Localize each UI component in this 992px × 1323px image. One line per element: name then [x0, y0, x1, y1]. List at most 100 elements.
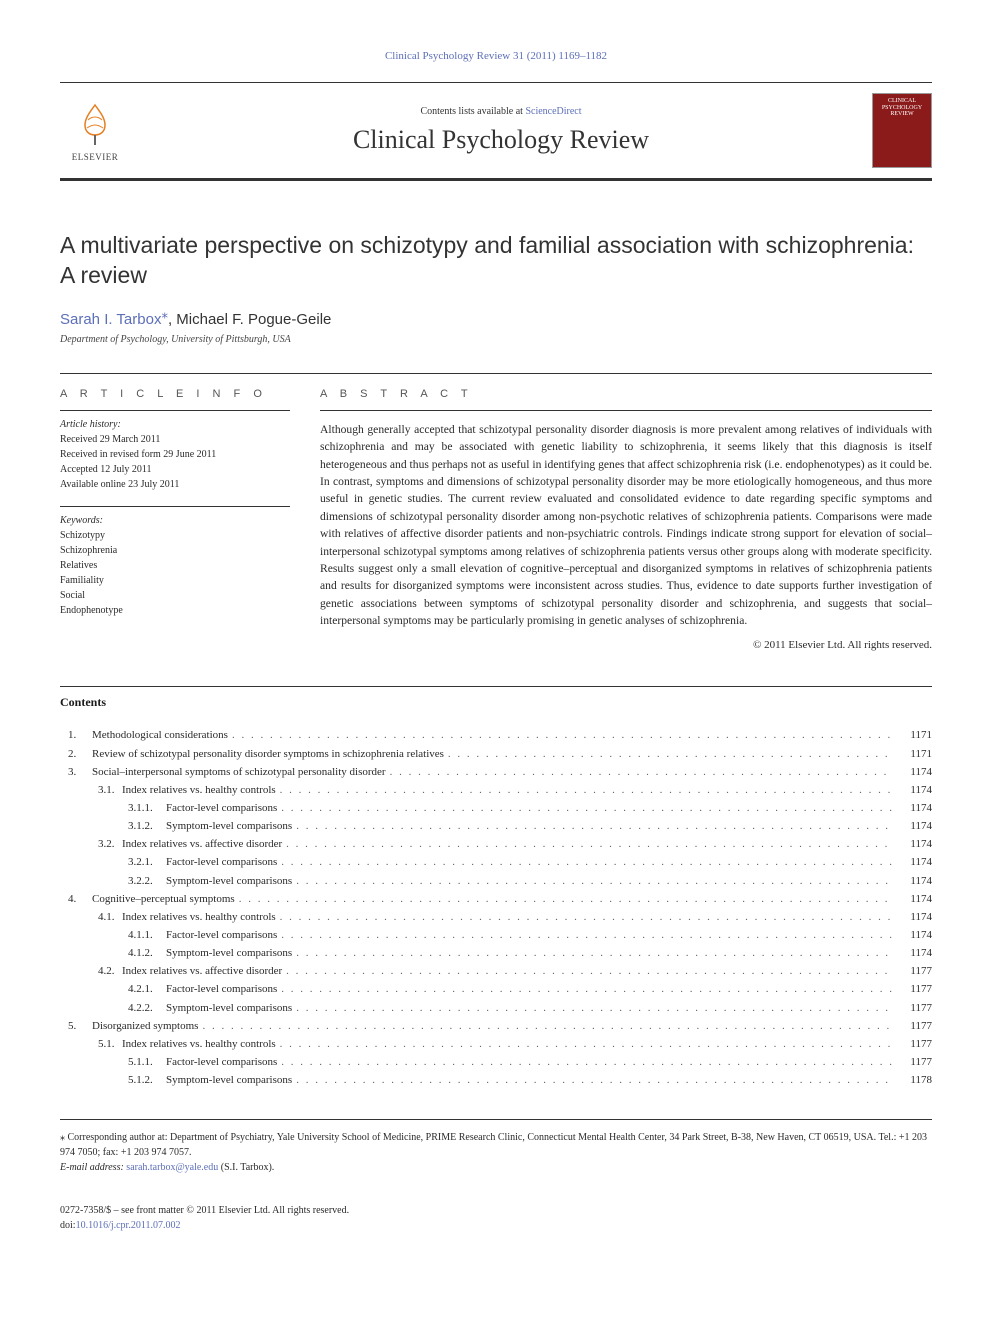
toc-page: 1177 — [892, 1017, 932, 1035]
toc-leader-dots: . . . . . . . . . . . . . . . . . . . . … — [292, 817, 892, 835]
toc-title: Index relatives vs. healthy controls — [122, 908, 276, 926]
toc-title: Factor-level comparisons — [166, 1053, 277, 1071]
toc-leader-dots: . . . . . . . . . . . . . . . . . . . . … — [277, 1053, 892, 1071]
toc-number: 3.2.1. — [60, 853, 166, 871]
doi-link[interactable]: 10.1016/j.cpr.2011.07.002 — [76, 1220, 181, 1231]
toc-number: 1. — [60, 726, 92, 744]
keyword: Schizotypy — [60, 528, 290, 543]
sciencedirect-link[interactable]: ScienceDirect — [525, 106, 581, 117]
history-line: Received in revised form 29 June 2011 — [60, 447, 290, 462]
copyright-line: © 2011 Elsevier Ltd. All rights reserved… — [320, 639, 932, 651]
toc-entry[interactable]: 4.2.2.Symptom-level comparisons. . . . .… — [60, 999, 932, 1017]
journal-header: ELSEVIER Contents lists available at Sci… — [60, 82, 932, 181]
journal-citation-link[interactable]: Clinical Psychology Review 31 (2011) 116… — [60, 50, 932, 62]
toc-page: 1177 — [892, 1035, 932, 1053]
keyword: Relatives — [60, 558, 290, 573]
author-link-1[interactable]: Sarah I. Tarbox — [60, 311, 161, 328]
email-link[interactable]: sarah.tarbox@yale.edu — [126, 1162, 218, 1173]
toc-entry[interactable]: 1.Methodological considerations. . . . .… — [60, 726, 932, 744]
toc-number: 2. — [60, 745, 92, 763]
toc-leader-dots: . . . . . . . . . . . . . . . . . . . . … — [292, 999, 892, 1017]
toc-page: 1174 — [892, 799, 932, 817]
toc-entry[interactable]: 4.1.1.Factor-level comparisons. . . . . … — [60, 926, 932, 944]
toc-page: 1174 — [892, 817, 932, 835]
toc-number: 3.1. — [60, 781, 122, 799]
toc-entry[interactable]: 4.1.2.Symptom-level comparisons. . . . .… — [60, 944, 932, 962]
toc-title: Symptom-level comparisons — [166, 944, 292, 962]
keyword: Schizophrenia — [60, 543, 290, 558]
toc-number: 3.2. — [60, 835, 122, 853]
toc-leader-dots: . . . . . . . . . . . . . . . . . . . . … — [292, 1071, 892, 1089]
toc-title: Symptom-level comparisons — [166, 817, 292, 835]
toc-number: 5.1. — [60, 1035, 122, 1053]
toc-entry[interactable]: 5.1.1.Factor-level comparisons. . . . . … — [60, 1053, 932, 1071]
toc-entry[interactable]: 5.1.Index relatives vs. healthy controls… — [60, 1035, 932, 1053]
toc-title: Symptom-level comparisons — [166, 872, 292, 890]
toc-page: 1174 — [892, 853, 932, 871]
toc-entry[interactable]: 4.2.1.Factor-level comparisons. . . . . … — [60, 980, 932, 998]
toc-entry[interactable]: 2.Review of schizotypal personality diso… — [60, 745, 932, 763]
toc-leader-dots: . . . . . . . . . . . . . . . . . . . . … — [282, 835, 892, 853]
toc-number: 3.2.2. — [60, 872, 166, 890]
toc-leader-dots: . . . . . . . . . . . . . . . . . . . . … — [277, 853, 892, 871]
corresponding-author-note: ⁎ Corresponding author at: Department of… — [60, 1119, 932, 1175]
toc-title: Index relatives vs. healthy controls — [122, 1035, 276, 1053]
toc-leader-dots: . . . . . . . . . . . . . . . . . . . . … — [228, 726, 892, 744]
toc-entry[interactable]: 3.1.1.Factor-level comparisons. . . . . … — [60, 799, 932, 817]
toc-title: Factor-level comparisons — [166, 980, 277, 998]
toc-page: 1174 — [892, 890, 932, 908]
toc-page: 1177 — [892, 1053, 932, 1071]
toc-entry[interactable]: 3.1.2.Symptom-level comparisons. . . . .… — [60, 817, 932, 835]
toc-entry[interactable]: 5.1.2.Symptom-level comparisons. . . . .… — [60, 1071, 932, 1089]
toc-entry[interactable]: 4.1.Index relatives vs. healthy controls… — [60, 908, 932, 926]
elsevier-label: ELSEVIER — [72, 152, 119, 162]
toc-title: Symptom-level comparisons — [166, 1071, 292, 1089]
email-suffix: (S.I. Tarbox). — [218, 1162, 274, 1173]
toc-entry[interactable]: 4.Cognitive–perceptual symptoms. . . . .… — [60, 890, 932, 908]
elsevier-tree-icon — [70, 100, 120, 150]
toc-number: 4.1.1. — [60, 926, 166, 944]
toc-page: 1177 — [892, 980, 932, 998]
keyword: Familiality — [60, 573, 290, 588]
divider — [60, 686, 932, 687]
toc-title: Factor-level comparisons — [166, 926, 277, 944]
journal-cover-thumbnail: CLINICAL PSYCHOLOGY REVIEW — [872, 93, 932, 168]
toc-entry[interactable]: 4.2.Index relatives vs. affective disord… — [60, 962, 932, 980]
toc-entry[interactable]: 3.Social–interpersonal symptoms of schiz… — [60, 763, 932, 781]
toc-leader-dots: . . . . . . . . . . . . . . . . . . . . … — [277, 980, 892, 998]
keywords-label: Keywords: — [60, 513, 290, 528]
contents-available-line: Contents lists available at ScienceDirec… — [130, 106, 872, 117]
toc-leader-dots: . . . . . . . . . . . . . . . . . . . . … — [235, 890, 892, 908]
toc-number: 5. — [60, 1017, 92, 1035]
toc-leader-dots: . . . . . . . . . . . . . . . . . . . . … — [277, 926, 892, 944]
article-title: A multivariate perspective on schizotypy… — [60, 231, 932, 291]
toc-number: 4.1. — [60, 908, 122, 926]
table-of-contents: 1.Methodological considerations. . . . .… — [60, 726, 932, 1089]
issn-line: 0272-7358/$ – see front matter © 2011 El… — [60, 1203, 932, 1218]
toc-entry[interactable]: 3.2.1.Factor-level comparisons. . . . . … — [60, 853, 932, 871]
divider — [60, 373, 932, 374]
toc-page: 1177 — [892, 999, 932, 1017]
toc-number: 4. — [60, 890, 92, 908]
toc-leader-dots: . . . . . . . . . . . . . . . . . . . . … — [276, 908, 892, 926]
history-line: Accepted 12 July 2011 — [60, 462, 290, 477]
toc-page: 1174 — [892, 781, 932, 799]
journal-name: Clinical Psychology Review — [130, 125, 872, 155]
toc-title: Factor-level comparisons — [166, 799, 277, 817]
toc-entry[interactable]: 3.2.2.Symptom-level comparisons. . . . .… — [60, 872, 932, 890]
history-line: Available online 23 July 2011 — [60, 477, 290, 492]
history-label: Article history: — [60, 417, 290, 432]
keywords-block: Keywords: Schizotypy Schizophrenia Relat… — [60, 513, 290, 618]
email-label: E-mail address: — [60, 1162, 126, 1173]
toc-entry[interactable]: 5.Disorganized symptoms. . . . . . . . .… — [60, 1017, 932, 1035]
toc-entry[interactable]: 3.1.Index relatives vs. healthy controls… — [60, 781, 932, 799]
toc-page: 1174 — [892, 835, 932, 853]
toc-number: 4.2.1. — [60, 980, 166, 998]
toc-page: 1174 — [892, 763, 932, 781]
abstract-label: A B S T R A C T — [320, 388, 932, 400]
toc-title: Social–interpersonal symptoms of schizot… — [92, 763, 386, 781]
toc-title: Index relatives vs. healthy controls — [122, 781, 276, 799]
toc-page: 1174 — [892, 944, 932, 962]
article-history: Article history: Received 29 March 2011 … — [60, 417, 290, 492]
toc-entry[interactable]: 3.2.Index relatives vs. affective disord… — [60, 835, 932, 853]
